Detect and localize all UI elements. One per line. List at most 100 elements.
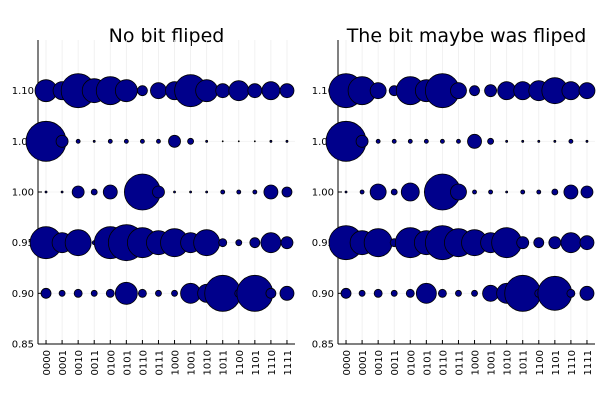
bubble: [438, 288, 447, 298]
bubble: [551, 188, 559, 196]
bubble: [252, 189, 258, 195]
x-tick-label: 0100: [106, 350, 117, 375]
bubble: [561, 81, 581, 101]
bubble: [363, 228, 393, 258]
bubble: [487, 137, 494, 145]
y-tick-label: 0.85: [312, 340, 334, 351]
bubble: [488, 189, 493, 195]
bubble: [568, 138, 574, 144]
bubble: [249, 237, 261, 249]
y-tick-label: 1.00: [312, 188, 334, 199]
y-tick-label: 1.00: [12, 188, 34, 199]
bubble: [73, 288, 83, 298]
bubble: [173, 190, 176, 194]
bubble: [193, 229, 221, 257]
bubble: [205, 139, 209, 143]
bubble: [60, 190, 64, 194]
y-tick-label: 1.05: [312, 137, 334, 148]
bubble: [373, 288, 383, 298]
x-tick-label: 1110: [267, 350, 278, 375]
bubble: [484, 84, 497, 98]
bubble: [263, 184, 279, 200]
y-tick-label: 1.10: [312, 86, 334, 97]
bubble: [265, 287, 277, 299]
bubble: [107, 138, 113, 144]
bubble: [390, 289, 398, 297]
bubble: [579, 285, 595, 301]
bubble: [220, 189, 226, 195]
x-tick-label: 1001: [487, 350, 498, 375]
x-tick-label: 0101: [122, 350, 133, 375]
bubble: [64, 229, 92, 257]
x-tick-label: 0011: [90, 350, 101, 375]
bubble: [279, 83, 295, 99]
bubble: [344, 190, 348, 194]
bubble: [236, 189, 242, 195]
bubble: [580, 185, 594, 199]
x-tick-label: 0001: [58, 350, 69, 375]
bubble: [391, 138, 397, 144]
bubble: [75, 138, 81, 144]
bubble: [155, 289, 162, 297]
y-tick-label: 0.90: [312, 289, 334, 300]
x-tick-label: 1111: [283, 350, 294, 375]
y-tick-label: 0.95: [12, 238, 34, 249]
bubble: [467, 133, 482, 149]
x-tick-label: 1000: [171, 350, 182, 375]
bubble: [369, 183, 387, 201]
bubble: [407, 138, 413, 144]
bubble: [505, 139, 509, 143]
bubble: [497, 81, 517, 101]
bubble: [150, 82, 167, 100]
bubble: [355, 134, 369, 148]
x-tick-label: 0010: [74, 350, 85, 375]
x-tick-label: 0111: [454, 350, 465, 375]
bubble: [90, 289, 98, 297]
bubble: [261, 81, 281, 101]
bubble: [218, 238, 228, 248]
bubble: [123, 138, 129, 144]
y-tick-label: 0.90: [12, 289, 34, 300]
bubble: [585, 139, 589, 143]
bubble: [536, 189, 542, 195]
y-tick-label: 1.05: [12, 137, 34, 148]
bubble: [375, 138, 381, 144]
bubble: [553, 139, 557, 143]
bubble: [105, 288, 115, 298]
bubble: [472, 189, 477, 195]
bubble: [92, 139, 96, 143]
x-tick-label: 1010: [503, 350, 514, 375]
bubble: [358, 289, 366, 297]
bubble: [279, 285, 295, 301]
bubble: [152, 185, 165, 199]
bubble: [58, 289, 66, 297]
bubble: [221, 140, 224, 143]
bubble: [40, 287, 52, 299]
bubble: [400, 182, 420, 202]
x-tick-label: 1111: [583, 350, 594, 375]
bubble: [247, 83, 263, 99]
y-tick-label: 0.95: [312, 238, 334, 249]
bubble: [281, 186, 293, 198]
bubble: [405, 288, 415, 298]
bubble: [156, 138, 161, 144]
x-tick-label: 1011: [519, 350, 530, 375]
bubble: [521, 139, 525, 143]
bubble: [235, 239, 243, 247]
x-tick-label: 1110: [567, 350, 578, 375]
x-tick-label: 1101: [251, 350, 262, 375]
x-tick-label: 1001: [187, 350, 198, 375]
bubble: [171, 289, 178, 297]
x-tick-label: 1010: [203, 350, 214, 375]
bubble: [440, 138, 445, 144]
bubble: [137, 85, 148, 97]
y-tick-label: 1.10: [12, 86, 34, 97]
x-tick-label: 0011: [390, 350, 401, 375]
bubble: [450, 183, 467, 201]
bubble: [205, 190, 209, 194]
bubble: [114, 281, 138, 305]
bubble: [578, 82, 596, 100]
x-tick-label: 1101: [551, 350, 562, 375]
bubble: [102, 184, 118, 200]
